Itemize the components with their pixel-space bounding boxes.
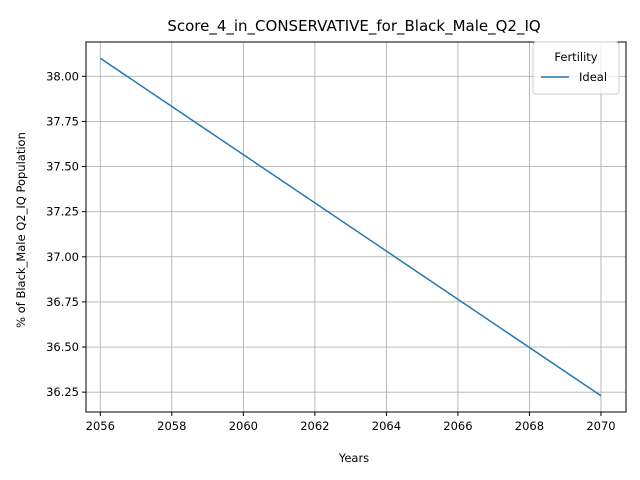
y-axis-ticks: 36.25 36.50 36.75 37.00 37.25 37.50 37.75 38.00 [46,69,86,399]
y-tick-label: 36.75 [46,295,79,309]
chart-title: Score_4_in_CONSERVATIVE_for_Black_Male_Q… [167,17,540,36]
x-tick-label: 2066 [443,419,472,433]
x-tick-label: 2064 [372,419,401,433]
x-axis-label: Years [338,451,369,465]
y-tick-label: 37.50 [46,160,79,174]
x-tick-label: 2070 [586,419,615,433]
x-tick-label: 2068 [515,419,544,433]
legend: Fertility Ideal [532,41,620,95]
y-tick-label: 36.25 [46,385,79,399]
x-tick-label: 2062 [300,419,329,433]
y-tick-label: 37.25 [46,205,79,219]
y-tick-label: 37.75 [46,114,79,128]
series-line-ideal [99,57,602,397]
y-tick-label: 38.00 [46,69,79,83]
x-tick-label: 2060 [229,419,258,433]
y-axis-label: % of Black_Male Q2_IQ Population [14,132,28,328]
grid [86,42,626,412]
series-layer [99,57,602,397]
x-tick-label: 2056 [86,419,115,433]
plot-frame [85,41,627,413]
x-axis-ticks: 2056 2058 2060 2062 2064 2066 2068 2070 [86,412,616,433]
legend-label-ideal: Ideal [579,70,607,84]
y-tick-label: 37.00 [46,250,79,264]
legend-box [532,41,620,95]
x-tick-label: 2058 [157,419,186,433]
legend-title: Fertility [554,50,597,64]
y-tick-label: 36.50 [46,340,79,354]
